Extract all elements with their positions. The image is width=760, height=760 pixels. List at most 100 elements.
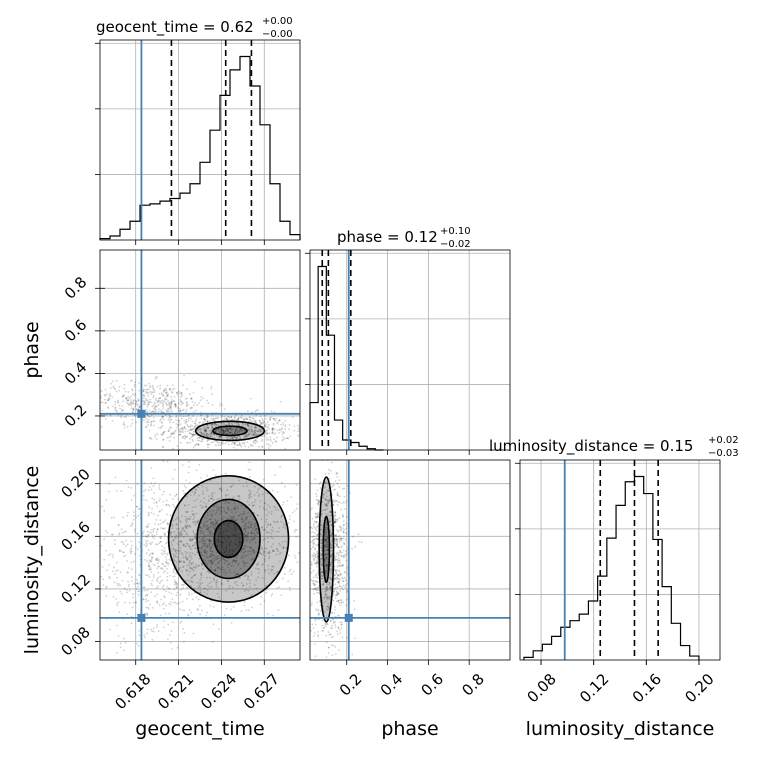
- sample-point: [311, 623, 314, 626]
- sample-point: [250, 571, 253, 574]
- sample-point: [276, 436, 278, 439]
- sample-point: [268, 506, 271, 509]
- sample-point: [221, 566, 224, 569]
- sample-point: [307, 570, 309, 572]
- sample-point: [216, 417, 218, 419]
- sample-point: [200, 532, 203, 535]
- sample-point: [127, 399, 130, 401]
- sample-point: [345, 559, 348, 562]
- sample-point: [225, 417, 228, 420]
- sample-point: [216, 592, 219, 595]
- sample-point: [175, 493, 178, 495]
- sample-point: [185, 401, 188, 403]
- sample-point: [226, 560, 229, 562]
- sample-point: [159, 614, 162, 617]
- sample-point: [264, 569, 266, 571]
- sample-point: [278, 428, 281, 431]
- sample-point: [337, 580, 340, 583]
- sample-point: [333, 622, 335, 624]
- sample-point: [249, 585, 252, 588]
- sample-point: [342, 580, 344, 583]
- sample-point: [266, 421, 269, 423]
- sample-point: [201, 563, 204, 566]
- sample-point: [333, 589, 336, 592]
- sample-point: [191, 580, 193, 583]
- sample-point: [244, 429, 247, 432]
- sample-point: [225, 544, 228, 546]
- sample-point: [136, 482, 139, 485]
- sample-point: [329, 578, 332, 580]
- sample-point: [194, 573, 196, 576]
- sample-point: [317, 543, 319, 546]
- sample-point: [48, 425, 50, 427]
- sample-point: [268, 511, 270, 513]
- sample-point: [244, 537, 247, 540]
- sample-point: [244, 522, 247, 524]
- sample-point: [313, 559, 315, 562]
- sample-point: [137, 645, 140, 647]
- sample-point: [176, 646, 179, 649]
- sample-point: [193, 500, 196, 502]
- sample-point: [265, 439, 268, 441]
- sample-point: [247, 433, 249, 436]
- sample-point: [214, 417, 217, 420]
- sample-point: [178, 392, 181, 395]
- sample-point: [243, 418, 246, 421]
- sample-point: [334, 624, 337, 626]
- sample-point: [223, 516, 225, 518]
- sample-point: [131, 523, 134, 526]
- sample-point: [255, 579, 258, 581]
- sample-point: [232, 519, 235, 521]
- sample-point: [185, 402, 188, 404]
- sample-point: [341, 538, 343, 540]
- sample-point: [268, 550, 270, 553]
- sample-point: [315, 576, 318, 578]
- sample-point: [198, 436, 201, 439]
- sample-point: [165, 389, 168, 392]
- sample-point: [138, 630, 140, 632]
- sample-point: [199, 613, 202, 616]
- sample-point: [119, 571, 122, 573]
- sample-point: [320, 544, 323, 547]
- sample-point: [226, 505, 229, 508]
- sample-point: [326, 596, 329, 599]
- sample-point: [170, 409, 173, 411]
- sample-point: [165, 398, 168, 401]
- sample-point: [315, 608, 318, 611]
- sample-point: [170, 432, 173, 435]
- hist-panel-phase: [305, 250, 510, 455]
- sample-point: [313, 583, 316, 586]
- sample-point: [210, 493, 213, 496]
- sample-point: [320, 557, 323, 560]
- sample-point: [203, 588, 205, 590]
- sample-point: [337, 592, 340, 595]
- sample-point: [257, 454, 259, 456]
- sample-point: [247, 532, 250, 535]
- sample-point: [253, 536, 256, 539]
- sample-point: [295, 507, 298, 510]
- sample-point: [261, 435, 264, 438]
- sample-point: [158, 582, 161, 585]
- sample-point: [239, 543, 241, 546]
- sample-point: [337, 581, 340, 583]
- sample-point: [188, 518, 191, 521]
- sample-point: [217, 428, 219, 431]
- contour-level: [213, 519, 244, 559]
- sample-point: [111, 420, 114, 422]
- sample-point: [114, 406, 117, 409]
- sample-point: [225, 500, 227, 503]
- sample-point: [156, 586, 159, 589]
- sample-point: [325, 548, 328, 551]
- sample-point: [266, 432, 268, 435]
- sample-point: [217, 555, 220, 557]
- sample-point: [261, 438, 264, 441]
- sample-point: [155, 410, 158, 413]
- sample-point: [198, 557, 201, 560]
- sample-point: [219, 527, 222, 530]
- sample-point: [206, 424, 209, 427]
- sample-point: [327, 514, 329, 517]
- sample-point: [321, 539, 323, 541]
- sample-point: [209, 547, 212, 550]
- sample-point: [173, 432, 175, 435]
- sample-point: [204, 551, 207, 554]
